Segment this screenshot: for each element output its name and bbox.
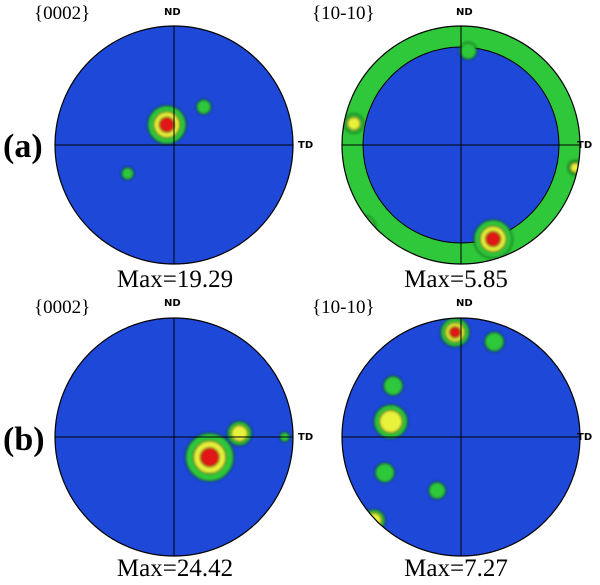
max-label-a-left: Max=19.29 [116,266,234,293]
peak-level-1 [351,214,376,240]
nd-label-b-right: ND [456,298,473,309]
td-label-a-left: TD [298,140,314,151]
peak-level-2 [346,116,361,131]
nd-label-a-right: ND [456,7,473,18]
texture-peak [473,219,513,259]
plane-label-b-right: {10-10} [312,297,375,318]
peak-level-1 [428,481,447,500]
peak-level-1 [374,462,395,483]
pole-figure-1-1 [342,318,580,556]
texture-peak [227,421,252,446]
texture-peak [484,331,505,352]
texture-peak [374,462,395,483]
pole-figure-1-0 [55,318,293,556]
pole-figure-0-0 [55,26,293,264]
plane-label-a-right: {10-10} [312,3,375,24]
pole-figure-outline [54,317,294,557]
pole-figure-outline [54,25,294,265]
texture-peak [373,404,408,439]
pole-figures [54,25,581,557]
peak-level-1 [459,42,477,60]
panel-label-a: (a) [3,128,43,165]
peak-level-2 [378,409,403,434]
max-label-b-left: Max=24.42 [116,555,234,582]
max-label-b-right: Max=7.27 [404,555,508,582]
pole-figure-outline [341,317,581,557]
texture-peak [362,509,386,532]
texture-peak [428,481,447,500]
plane-label-a-left: {0002} [34,3,91,24]
texture-peak [196,99,212,115]
nd-label-a-left: ND [164,7,181,18]
peak-level-2 [366,512,382,529]
td-label-b-left: TD [298,432,314,443]
td-label-a-right: TD [577,140,593,151]
peak-level-1 [383,375,404,396]
peak-level-1 [196,99,212,115]
peak-level-1 [121,167,135,181]
pole-figure-outline [341,25,581,265]
panel-label-b: (b) [3,421,45,458]
texture-peak [185,432,234,482]
texture-peak [567,159,580,176]
max-label-a-right: Max=5.85 [404,266,508,293]
nd-label-b-left: ND [164,298,181,309]
texture-peak [121,167,135,181]
texture-peak [459,42,477,60]
peak-level-2 [230,424,249,443]
peak-level-3 [158,116,175,133]
peak-level-3 [448,326,462,339]
texture-peak [343,113,364,134]
peak-level-3 [199,447,220,468]
texture-peak [440,318,470,348]
peak-level-1 [484,331,505,352]
plane-label-b-left: {0002} [34,297,91,318]
texture-peak [383,375,404,396]
texture-peak [147,105,187,145]
td-label-b-right: TD [577,432,593,443]
texture-peak [351,214,376,240]
peak-level-3 [485,230,502,248]
